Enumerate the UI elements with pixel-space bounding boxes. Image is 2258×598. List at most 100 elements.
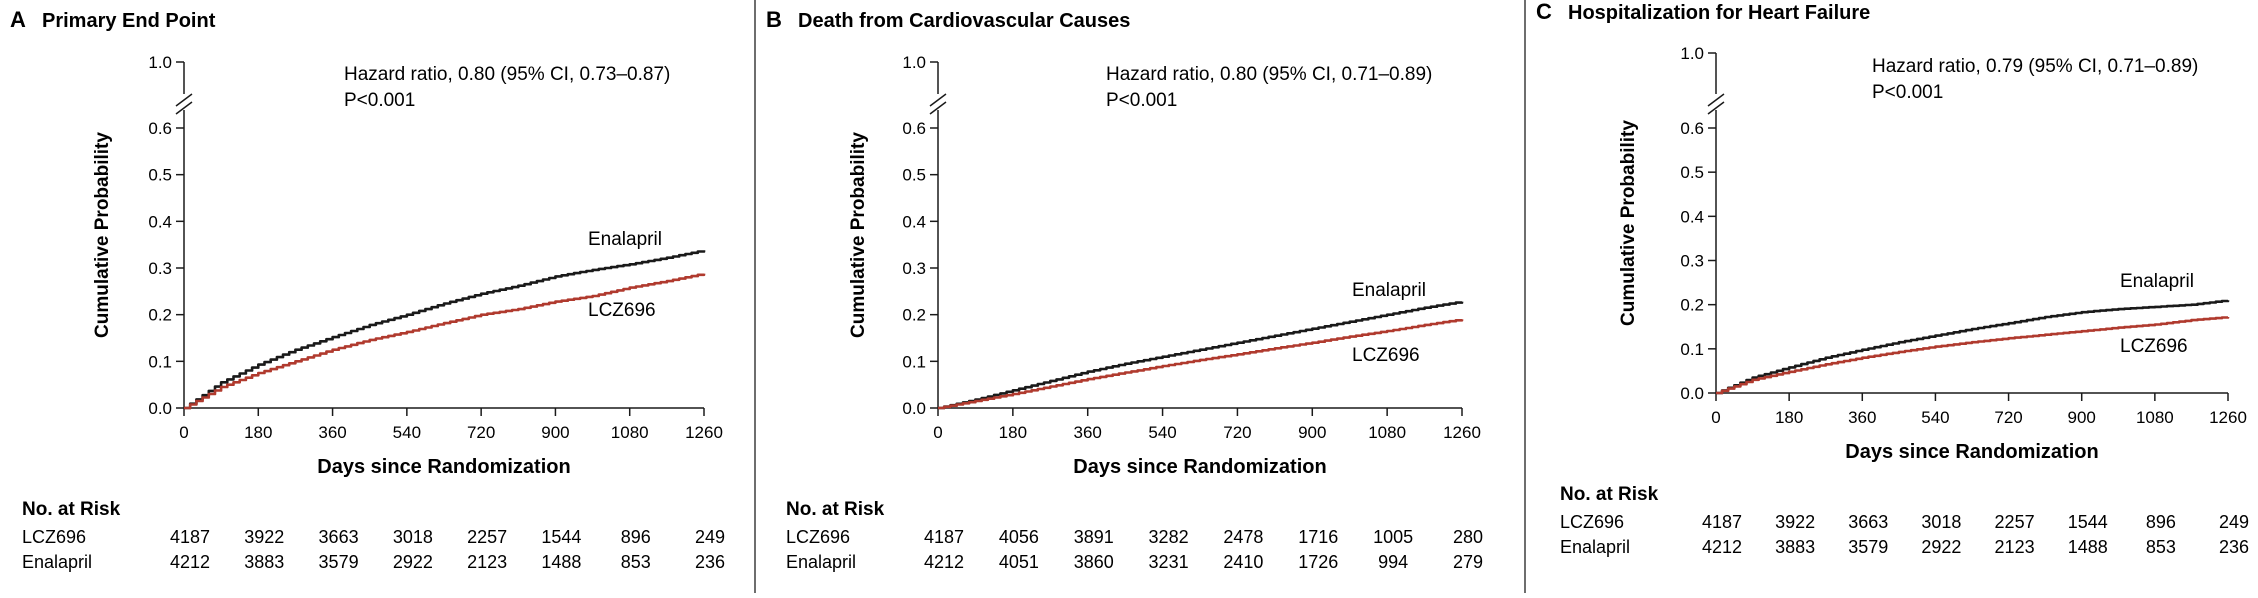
at-risk-value: 3018 [393, 527, 433, 547]
panel-letter: A [10, 7, 26, 32]
at-risk-value: 1488 [541, 552, 581, 572]
x-tick-label: 720 [1223, 423, 1251, 442]
panel-c: C Hospitalization for Heart Failure 1.0 0.0… [1526, 0, 2258, 593]
y-tick-label: 0.3 [902, 259, 926, 278]
at-risk-value: 4212 [1702, 537, 1742, 557]
at-risk-value: 3663 [319, 527, 359, 547]
series-line-enalapril [938, 301, 1464, 410]
at-risk-value: 3231 [1149, 552, 1189, 572]
x-axis-label: Days since Randomization [1073, 456, 1326, 478]
y-tick-label: 0.0 [1680, 384, 1704, 403]
at-risk-header: No. at Risk [786, 499, 885, 520]
panel-a: A Primary End Point 1.0 0.0 0.1 0.2 0.3 0.4 0.5 0… [0, 0, 754, 593]
at-risk-value: 3018 [1921, 512, 1961, 532]
at-risk-value: 2410 [1223, 552, 1263, 572]
at-risk-value: 3883 [244, 552, 284, 572]
chart-cardiovascular-death: B Death from Cardiovascular Causes 1.0 0.0 0… [766, 7, 1483, 572]
at-risk-value: 1544 [541, 527, 581, 547]
y-tick-label: 1.0 [1680, 44, 1704, 63]
at-risk-value: 4212 [924, 552, 964, 572]
y-tick-label: 0.6 [1680, 119, 1704, 138]
hazard-ratio-text: Hazard ratio, 0.79 (95% CI, 0.71–0.89) [1872, 56, 2198, 77]
x-tick-label: 0 [179, 423, 188, 442]
y-axis-break-mark [929, 93, 947, 107]
panel-divider [1524, 0, 1526, 593]
panel-b: B Death from Cardiovascular Causes 1.0 0.0 0… [756, 0, 1524, 593]
x-tick-label: 1080 [611, 423, 649, 442]
x-tick-label: 360 [1074, 423, 1102, 442]
series-label-lcz696: LCZ696 [588, 300, 656, 321]
y-tick-label: 0.1 [1680, 340, 1704, 359]
at-risk-value: 3579 [1848, 537, 1888, 557]
p-value-text: P<0.001 [1872, 82, 1943, 103]
chart-heart-failure-hospitalization: C Hospitalization for Heart Failure 1.0 0.0… [1536, 0, 2249, 557]
x-tick-label: 1080 [1368, 423, 1406, 442]
at-risk-value: 3883 [1775, 537, 1815, 557]
y-tick-label: 1.0 [902, 53, 926, 72]
series-label-enalapril: Enalapril [1352, 280, 1426, 301]
at-risk-value: 2123 [467, 552, 507, 572]
x-tick-label: 540 [393, 423, 421, 442]
y-tick-label: 0.0 [902, 399, 926, 418]
x-axis-label: Days since Randomization [1845, 441, 2098, 463]
series-line-lcz696 [938, 319, 1464, 410]
at-risk-value: 2257 [1995, 512, 2035, 532]
x-tick-label: 540 [1148, 423, 1176, 442]
x-axis-label: Days since Randomization [317, 456, 570, 478]
at-risk-value: 896 [621, 527, 651, 547]
series-line-enalapril [1716, 299, 2230, 395]
at-risk-value: 4056 [999, 527, 1039, 547]
at-risk-value: 4187 [924, 527, 964, 547]
y-axis-label: Cumulative Probability [1618, 120, 1639, 326]
at-risk-value: 1716 [1298, 527, 1338, 547]
at-risk-row-label-lcz696: LCZ696 [786, 527, 850, 547]
at-risk-value: 3860 [1074, 552, 1114, 572]
at-risk-value: 3891 [1074, 527, 1114, 547]
y-tick-label: 0.0 [148, 399, 172, 418]
chart-title: Hospitalization for Heart Failure [1568, 2, 1870, 24]
at-risk-value: 249 [695, 527, 725, 547]
x-tick-label: 180 [244, 423, 272, 442]
x-tick-label: 720 [467, 423, 495, 442]
at-risk-value: 2922 [393, 552, 433, 572]
x-tick-label: 900 [541, 423, 569, 442]
at-risk-header: No. at Risk [1560, 484, 1659, 505]
x-tick-label: 1080 [2136, 408, 2174, 427]
y-tick-label: 0.4 [148, 212, 172, 231]
y-tick-label: 0.1 [148, 352, 172, 371]
at-risk-row-label-enalapril: Enalapril [786, 552, 856, 572]
at-risk-value: 3663 [1848, 512, 1888, 532]
x-tick-label: 1260 [1443, 423, 1481, 442]
x-tick-label: 0 [933, 423, 942, 442]
chart-title: Primary End Point [42, 10, 216, 32]
p-value-text: P<0.001 [344, 90, 415, 111]
y-axis-label: Cumulative Probability [848, 132, 869, 338]
at-risk-value: 896 [2146, 512, 2176, 532]
y-tick-label: 0.4 [902, 212, 926, 231]
at-risk-row-label-lcz696: LCZ696 [1560, 512, 1624, 532]
y-axis-break-mark [175, 93, 193, 107]
series-label-lcz696: LCZ696 [2120, 336, 2188, 357]
series-line-enalapril [184, 250, 706, 410]
x-tick-label: 180 [1775, 408, 1803, 427]
at-risk-row-label-enalapril: Enalapril [1560, 537, 1630, 557]
x-tick-label: 1260 [2209, 408, 2247, 427]
at-risk-value: 4187 [170, 527, 210, 547]
y-tick-label: 0.3 [1680, 252, 1704, 271]
at-risk-value: 279 [1453, 552, 1483, 572]
y-axis-break-mark [175, 101, 193, 115]
y-tick-label: 0.4 [1680, 207, 1704, 226]
y-tick-label: 0.2 [1680, 296, 1704, 315]
at-risk-value: 3922 [1775, 512, 1815, 532]
at-risk-value: 2123 [1995, 537, 2035, 557]
at-risk-value: 4051 [999, 552, 1039, 572]
at-risk-value: 236 [2219, 537, 2249, 557]
y-tick-label: 0.5 [902, 166, 926, 185]
x-tick-label: 540 [1921, 408, 1949, 427]
hazard-ratio-text: Hazard ratio, 0.80 (95% CI, 0.73–0.87) [344, 64, 670, 85]
series-line-lcz696 [1716, 316, 2230, 395]
at-risk-value: 3579 [319, 552, 359, 572]
at-risk-value: 3282 [1149, 527, 1189, 547]
y-tick-label: 0.5 [148, 166, 172, 185]
series-label-enalapril: Enalapril [588, 229, 662, 250]
